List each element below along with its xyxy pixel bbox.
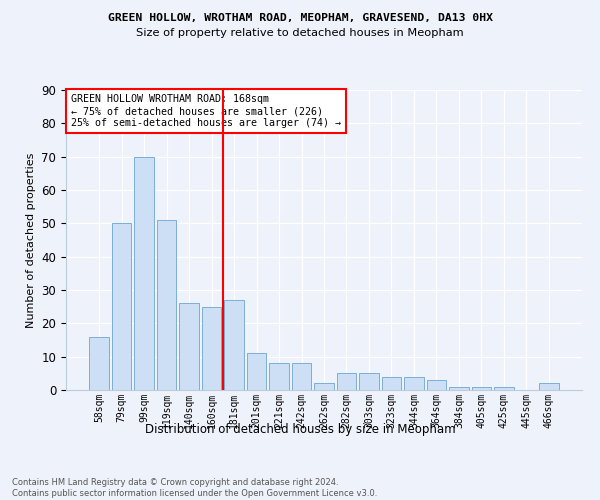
Text: GREEN HOLLOW, WROTHAM ROAD, MEOPHAM, GRAVESEND, DA13 0HX: GREEN HOLLOW, WROTHAM ROAD, MEOPHAM, GRA… (107, 12, 493, 22)
Bar (382, 376, 401, 390)
Bar (224, 300, 244, 390)
Bar (292, 364, 311, 390)
Bar (112, 224, 131, 390)
Bar (269, 364, 289, 390)
Bar (427, 380, 446, 390)
Bar (359, 374, 379, 390)
Bar (314, 384, 334, 390)
Bar (449, 386, 469, 390)
Bar (179, 304, 199, 390)
Text: Size of property relative to detached houses in Meopham: Size of property relative to detached ho… (136, 28, 464, 38)
Bar (404, 376, 424, 390)
Text: Contains HM Land Registry data © Crown copyright and database right 2024.
Contai: Contains HM Land Registry data © Crown c… (12, 478, 377, 498)
Bar (539, 384, 559, 390)
Bar (337, 374, 356, 390)
Bar (134, 156, 154, 390)
Bar (157, 220, 176, 390)
Text: GREEN HOLLOW WROTHAM ROAD: 168sqm
← 75% of detached houses are smaller (226)
25%: GREEN HOLLOW WROTHAM ROAD: 168sqm ← 75% … (71, 94, 341, 128)
Text: Distribution of detached houses by size in Meopham: Distribution of detached houses by size … (145, 422, 455, 436)
Bar (89, 336, 109, 390)
Bar (472, 386, 491, 390)
Bar (494, 386, 514, 390)
Bar (247, 354, 266, 390)
Y-axis label: Number of detached properties: Number of detached properties (26, 152, 36, 328)
Bar (202, 306, 221, 390)
